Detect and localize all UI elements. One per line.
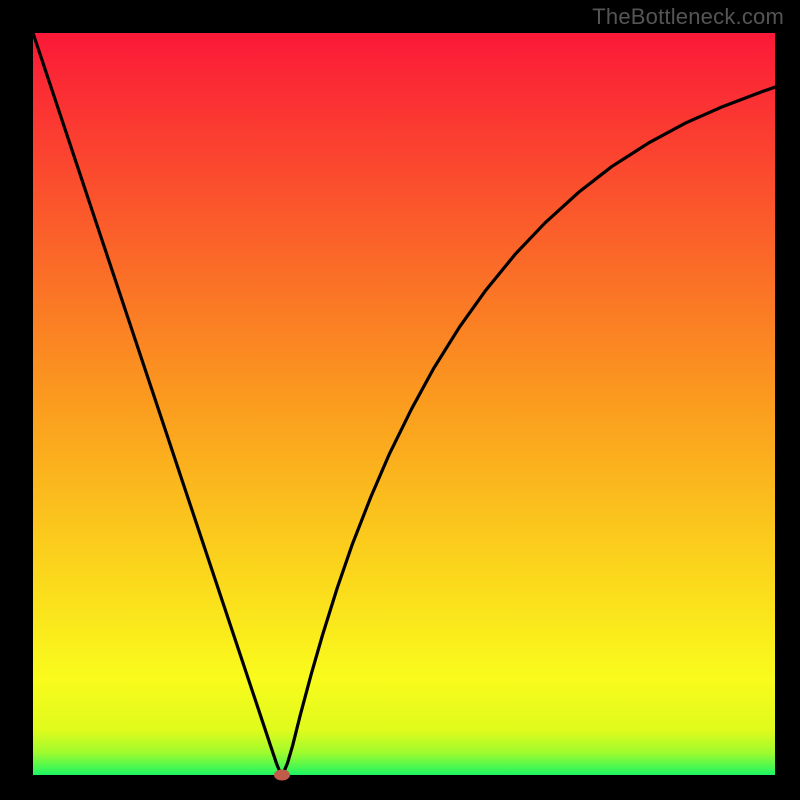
bottleneck-curve xyxy=(33,33,775,775)
curve-layer xyxy=(33,33,775,775)
minimum-marker xyxy=(274,770,290,781)
watermark-text: TheBottleneck.com xyxy=(592,4,784,30)
chart-plot-area xyxy=(33,33,775,775)
